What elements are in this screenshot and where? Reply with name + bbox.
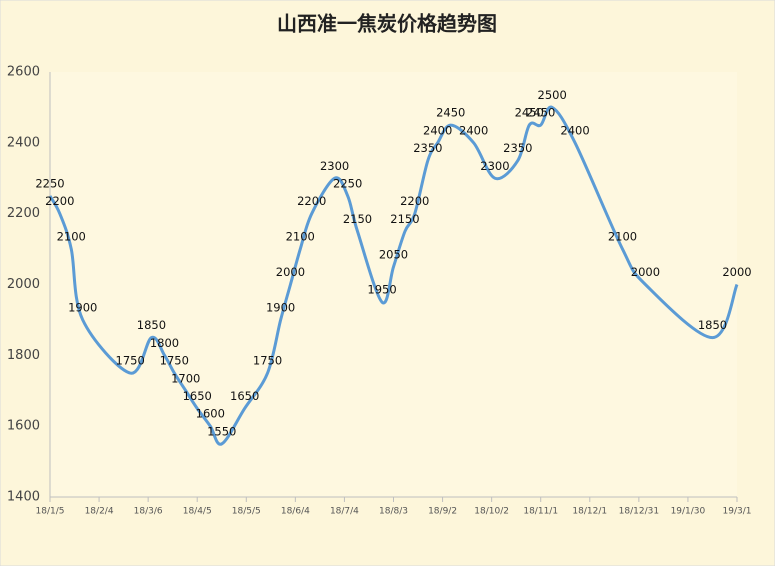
data-label: 1750 bbox=[253, 354, 282, 368]
plot-area bbox=[50, 72, 737, 497]
data-label: 2000 bbox=[631, 265, 660, 279]
x-tick-label: 18/7/4 bbox=[330, 507, 359, 517]
x-tick-label: 18/11/1 bbox=[523, 507, 558, 517]
data-label: 1650 bbox=[230, 389, 259, 403]
x-tick-label: 18/1/5 bbox=[36, 507, 65, 517]
data-label: 1900 bbox=[68, 300, 97, 314]
y-tick-label: 1800 bbox=[7, 348, 40, 363]
data-label: 2450 bbox=[515, 106, 544, 120]
data-label: 1750 bbox=[116, 354, 145, 368]
data-label: 2200 bbox=[400, 194, 429, 208]
data-label: 2300 bbox=[320, 159, 349, 173]
data-label: 2350 bbox=[413, 141, 442, 155]
y-tick-label: 2400 bbox=[7, 135, 40, 150]
data-label: 2400 bbox=[459, 123, 488, 137]
data-label: 2200 bbox=[297, 194, 326, 208]
y-tick-label: 2200 bbox=[7, 206, 40, 221]
data-label: 1750 bbox=[160, 354, 189, 368]
x-tick-label: 18/5/5 bbox=[232, 507, 261, 517]
data-label: 1950 bbox=[367, 283, 396, 297]
data-label: 1850 bbox=[137, 318, 166, 332]
data-label: 2350 bbox=[503, 141, 532, 155]
x-tick-label: 18/2/4 bbox=[85, 507, 114, 517]
data-label: 2000 bbox=[722, 265, 751, 279]
data-label: 2100 bbox=[608, 230, 637, 244]
data-label: 2450 bbox=[526, 106, 555, 120]
data-label: 2000 bbox=[276, 265, 305, 279]
data-label: 1550 bbox=[207, 424, 236, 438]
x-tick-label: 18/3/6 bbox=[134, 507, 163, 517]
chart-title: 山西准一焦炭价格趋势图 bbox=[277, 12, 497, 36]
data-label: 2250 bbox=[35, 176, 64, 190]
x-tick-label: 19/3/1 bbox=[723, 507, 752, 517]
x-tick-label: 18/6/4 bbox=[281, 507, 310, 517]
data-label: 2500 bbox=[538, 88, 567, 102]
line bbox=[48, 105, 739, 446]
x-tick-label: 18/8/3 bbox=[379, 507, 408, 517]
data-label: 2300 bbox=[480, 159, 509, 173]
data-label: 2450 bbox=[436, 106, 465, 120]
data-label: 1600 bbox=[196, 407, 225, 421]
data-label: 1800 bbox=[150, 336, 179, 350]
y-tick-label: 2000 bbox=[7, 277, 40, 292]
y-tick-label: 2600 bbox=[7, 65, 40, 80]
x-tick-label: 18/12/1 bbox=[572, 507, 607, 517]
data-label: 1700 bbox=[171, 371, 200, 385]
data-label: 1900 bbox=[266, 300, 295, 314]
data-label: 2400 bbox=[423, 123, 452, 137]
data-label: 2050 bbox=[379, 247, 408, 261]
data-label: 2200 bbox=[45, 194, 74, 208]
data-label: 2150 bbox=[390, 212, 419, 226]
data-label: 1850 bbox=[698, 318, 727, 332]
x-tick-label: 19/1/30 bbox=[671, 507, 706, 517]
data-label: 2100 bbox=[57, 230, 86, 244]
y-tick-label: 1400 bbox=[7, 490, 40, 505]
data-label: 2400 bbox=[560, 123, 589, 137]
x-tick-label: 18/9/2 bbox=[428, 507, 457, 517]
data-label: 2250 bbox=[333, 176, 362, 190]
data-label: 2150 bbox=[343, 212, 372, 226]
y-tick-label: 1600 bbox=[7, 419, 40, 434]
data-label: 2100 bbox=[286, 230, 315, 244]
x-tick-label: 18/12/31 bbox=[619, 507, 659, 517]
data-label: 1650 bbox=[183, 389, 212, 403]
x-tick-label: 18/4/5 bbox=[183, 507, 212, 517]
x-tick-label: 18/10/2 bbox=[474, 507, 509, 517]
